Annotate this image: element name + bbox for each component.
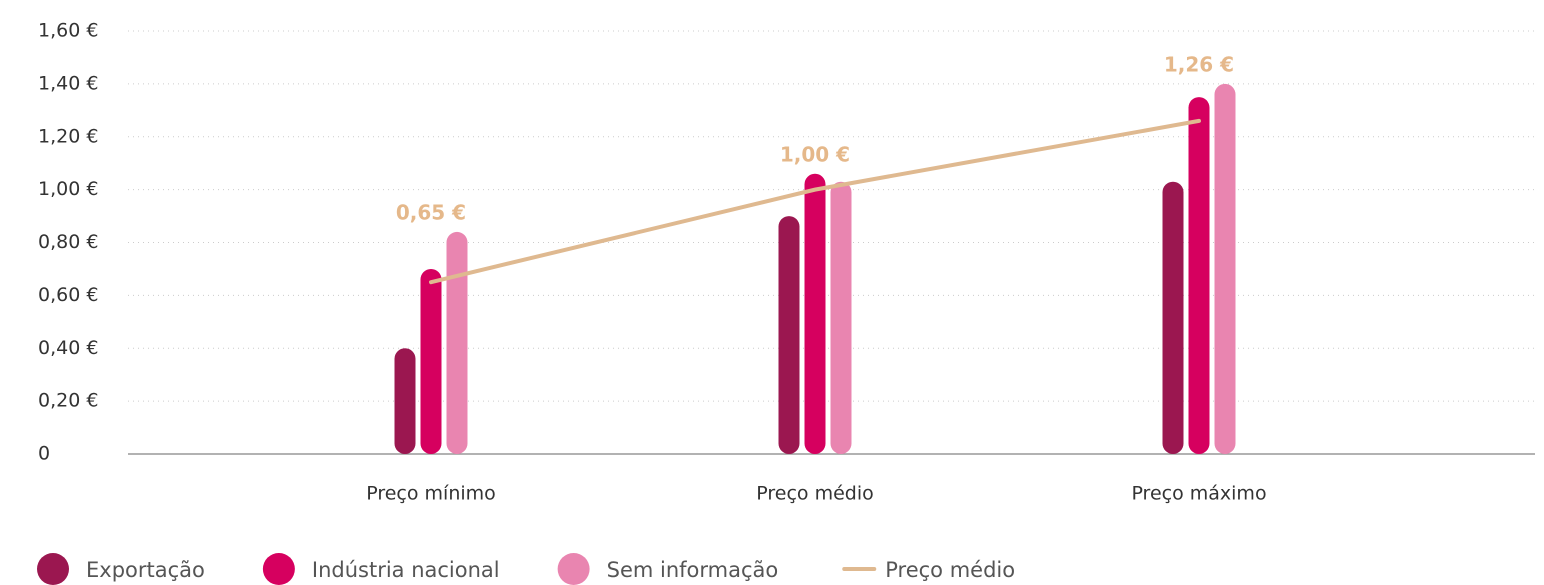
y-tick-label: 0,60 € <box>38 284 98 306</box>
bar <box>830 181 852 454</box>
y-tick-label: 1,40 € <box>38 72 98 94</box>
data-label: 1,00 € <box>780 142 850 166</box>
y-tick-label: 1,60 € <box>38 20 98 42</box>
legend-label: Exportação <box>86 558 205 582</box>
legend-label: Preço médio <box>885 558 1015 582</box>
bar <box>1188 97 1210 454</box>
x-tick-label: Preço mínimo <box>366 483 496 505</box>
bar <box>1214 83 1236 454</box>
y-tick-label: 0 <box>38 443 50 465</box>
bar <box>804 173 826 454</box>
bar <box>394 348 416 454</box>
x-tick-label: Preço médio <box>756 483 873 505</box>
bar <box>420 268 442 454</box>
y-tick-label: 1,00 € <box>38 178 98 200</box>
bar <box>778 216 800 454</box>
bar <box>1162 181 1184 454</box>
legend-label: Sem informação <box>607 558 779 582</box>
y-tick-label: 0,80 € <box>38 231 98 253</box>
data-label: 1,26 € <box>1164 52 1234 76</box>
data-label: 0,65 € <box>396 200 466 224</box>
legend-swatch <box>37 553 69 585</box>
y-tick-label: 1,20 € <box>38 125 98 147</box>
line <box>429 118 1201 285</box>
legend-label: Indústria nacional <box>312 558 500 582</box>
x-tick-label: Preço máximo <box>1131 483 1266 505</box>
y-tick-label: 0,40 € <box>38 337 98 359</box>
y-tick-label: 0,20 € <box>38 390 98 412</box>
bar <box>446 231 468 454</box>
legend-swatch <box>262 553 295 585</box>
legend-swatch <box>557 553 590 585</box>
